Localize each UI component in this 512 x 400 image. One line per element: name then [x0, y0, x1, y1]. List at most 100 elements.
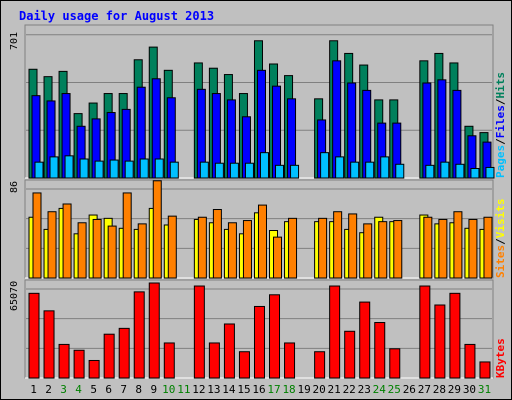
bar-sites-day-3	[62, 203, 72, 279]
bar-pages-day-3	[64, 155, 74, 179]
bar-kbytes-day-28	[434, 304, 446, 379]
legend-separator: /	[494, 98, 507, 105]
bar-sites-day-2	[47, 211, 57, 279]
x-label-day-22: 22	[343, 383, 356, 396]
bar-kbytes-day-9	[148, 282, 160, 379]
x-label-day-5: 5	[90, 383, 97, 396]
x-label-day-15: 15	[237, 383, 250, 396]
bar-pages-day-22	[350, 161, 360, 179]
max-value-label: 86	[9, 181, 20, 193]
x-label-day-2: 2	[45, 383, 52, 396]
bar-pages-day-6	[109, 159, 119, 179]
bar-kbytes-day-4	[73, 349, 85, 379]
bar-kbytes-day-29	[449, 292, 461, 379]
bar-kbytes-day-12	[193, 285, 205, 379]
x-label-day-11: 11	[177, 383, 190, 396]
x-label-day-6: 6	[105, 383, 112, 396]
x-label-day-23: 23	[358, 383, 371, 396]
bar-sites-day-1	[32, 192, 42, 279]
x-label-day-8: 8	[135, 383, 142, 396]
x-label-day-12: 12	[192, 383, 205, 396]
bar-sites-day-18	[288, 217, 298, 279]
bar-kbytes-day-22	[344, 330, 356, 379]
x-label-day-10: 10	[162, 383, 175, 396]
legend-files: Files	[494, 105, 507, 138]
bar-pages-day-30	[470, 167, 480, 179]
bar-kbytes-day-16	[253, 305, 265, 379]
bar-pages-day-14	[229, 162, 239, 179]
bar-pages-day-21	[335, 156, 345, 179]
bar-kbytes-day-23	[359, 301, 371, 379]
panel-visits-sites: 86 Sites/Visits	[9, 179, 507, 279]
bar-kbytes-day-27	[419, 285, 431, 379]
panel-hits-files-pages: 701 Pages/Files/Hits	[9, 24, 507, 179]
bar-sites-day-31	[483, 216, 493, 279]
chart-panels: 701Pages/Files/Hits86Sites/Visits65070KB…	[9, 24, 507, 379]
x-axis-labels: 1 2 3 4 5 6 7 8 9 10 11 12 13 14 15 16 17 18 19 20 21 22 23 24 2…	[30, 383, 491, 396]
bar-pages-day-17	[275, 164, 285, 179]
x-label-day-31: 31	[478, 383, 491, 396]
legend-kbytes: KBytes	[494, 338, 507, 378]
bar-sites-day-15	[242, 220, 252, 279]
bar-kbytes-day-6	[103, 333, 115, 379]
x-label-day-25: 25	[388, 383, 401, 396]
bar-kbytes-day-13	[208, 342, 220, 379]
max-value-label: 701	[9, 32, 20, 50]
bar-sites-day-10	[167, 215, 177, 279]
bar-pages-day-16	[259, 152, 269, 179]
bar-sites-day-4	[77, 222, 87, 279]
bar-kbytes-day-10	[163, 342, 175, 379]
series-legend: Sites/Visits	[494, 199, 507, 279]
bar-pages-day-12	[199, 161, 209, 179]
series-legend: Pages/Files/Hits	[494, 72, 507, 178]
bar-kbytes-day-25	[389, 348, 401, 379]
bar-kbytes-day-8	[133, 291, 145, 379]
bar-sites-day-16	[257, 204, 267, 279]
bar-pages-day-10	[169, 161, 179, 179]
legend-visits: Visits	[494, 199, 507, 239]
x-label-day-9: 9	[150, 383, 157, 396]
legend-sites: Sites	[494, 245, 507, 278]
bar-kbytes-day-5	[88, 359, 100, 379]
bar-kbytes-day-24	[374, 322, 386, 379]
bar-sites-day-21	[333, 211, 343, 279]
legend-separator: /	[494, 138, 507, 145]
x-label-day-29: 29	[448, 383, 461, 396]
bar-kbytes-day-17	[269, 294, 281, 379]
max-value-label: 65070	[9, 281, 20, 311]
legend-hits: Hits	[494, 72, 507, 99]
bar-sites-day-6	[107, 225, 117, 279]
bar-pages-day-13	[214, 162, 224, 179]
x-label-day-30: 30	[463, 383, 476, 396]
x-label-day-3: 3	[60, 383, 67, 396]
bar-files-day-27	[422, 82, 432, 179]
bar-pages-day-5	[94, 160, 104, 179]
bar-sites-day-24	[378, 221, 388, 279]
bar-pages-day-31	[485, 166, 495, 179]
bar-sites-day-28	[438, 218, 448, 279]
bar-sites-day-23	[363, 223, 373, 279]
series-legend: KBytes	[494, 338, 507, 378]
bar-pages-day-24	[380, 156, 390, 179]
bar-pages-day-25	[395, 163, 405, 179]
legend-separator: /	[494, 238, 507, 245]
bar-sites-day-13	[212, 209, 222, 279]
bar-sites-day-22	[348, 213, 358, 279]
chart-title: Daily usage for August 2013	[19, 9, 214, 23]
panel-kbytes: 65070 KBytes	[9, 279, 507, 379]
bar-pages-day-29	[455, 163, 465, 179]
x-label-day-14: 14	[222, 383, 236, 396]
bar-sites-day-14	[227, 222, 237, 279]
bar-kbytes-day-7	[118, 327, 130, 379]
x-label-day-18: 18	[282, 383, 295, 396]
bar-pages-day-18	[290, 164, 300, 179]
bar-sites-day-25	[393, 220, 403, 279]
x-label-day-16: 16	[252, 383, 265, 396]
x-label-day-27: 27	[418, 383, 431, 396]
bar-pages-day-28	[440, 161, 450, 179]
bar-pages-day-2	[49, 156, 59, 179]
bar-kbytes-day-18	[284, 342, 296, 379]
bar-kbytes-day-14	[223, 323, 235, 379]
